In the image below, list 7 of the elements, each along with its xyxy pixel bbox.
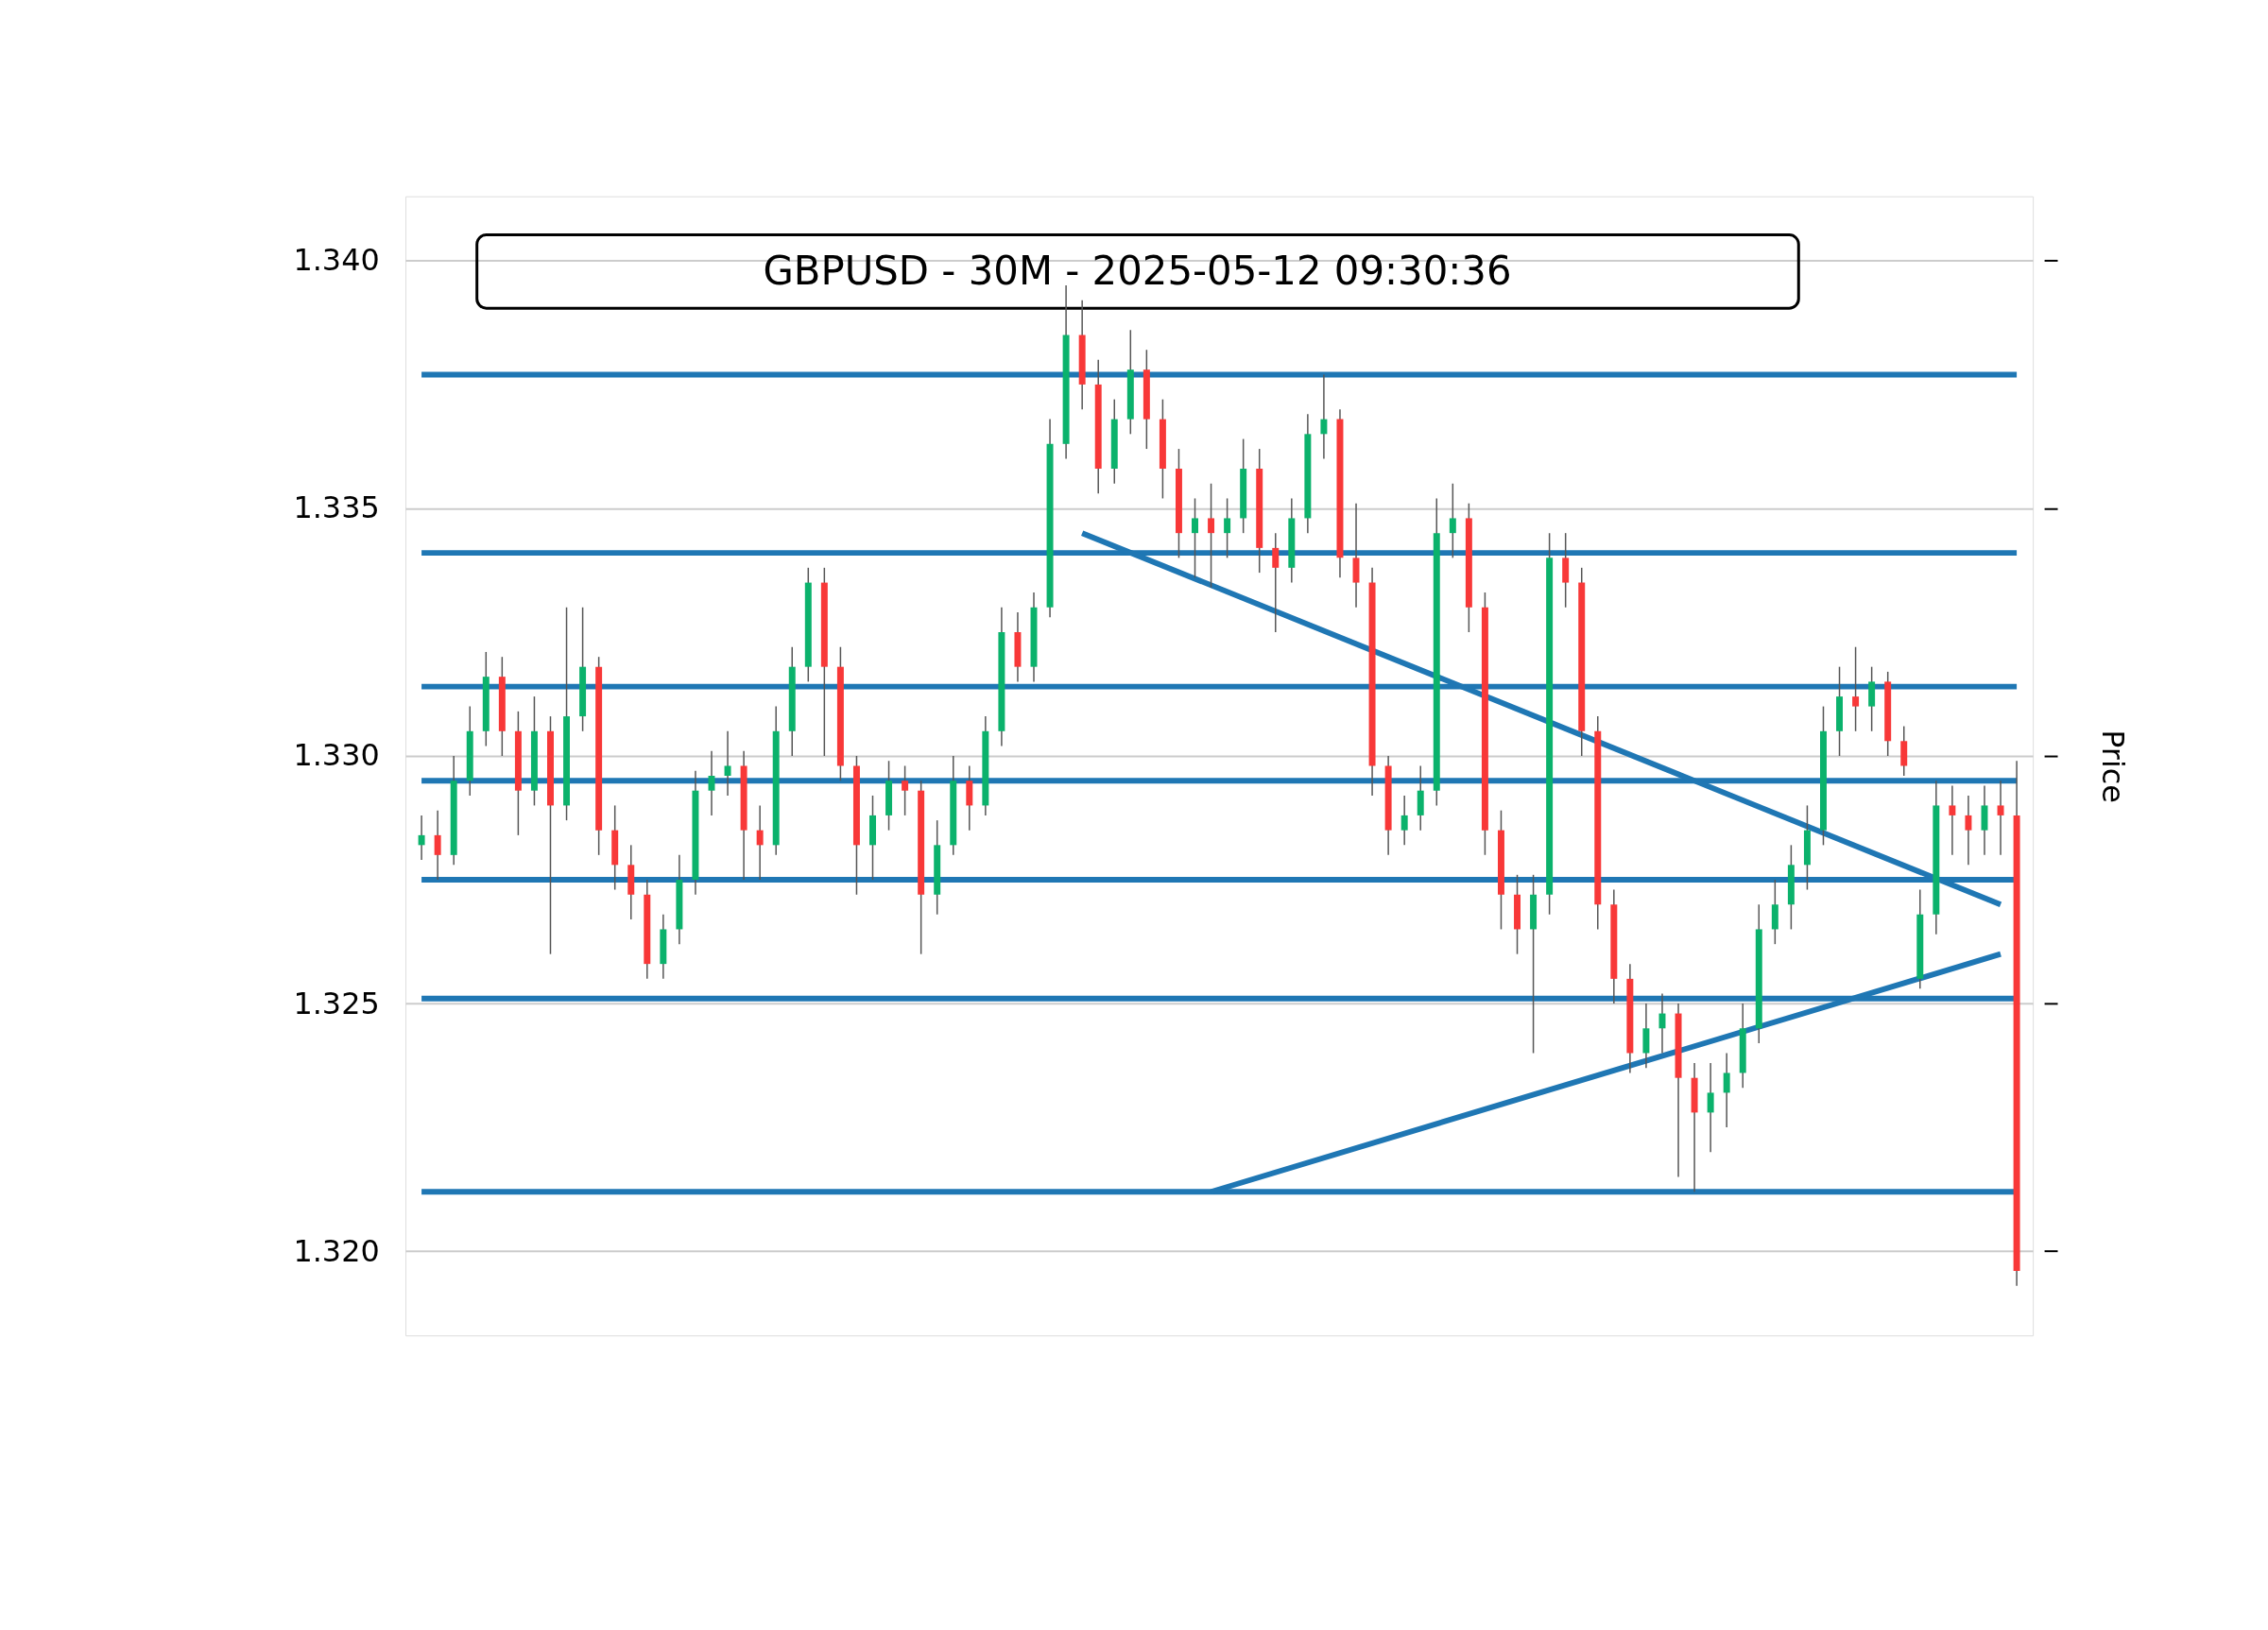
y2-axis-title: Price (2095, 729, 2132, 803)
y-tick-label: 1.340 (293, 242, 380, 279)
y-tick-label: 1.330 (293, 737, 380, 774)
y-tick-label: 1.320 (293, 1232, 380, 1269)
text: GBPUSD - 30M - 2025-05-12 09:30:36 (763, 248, 1512, 295)
y-tick-label: 1.335 (293, 489, 380, 526)
y-tick-label: 1.325 (293, 985, 380, 1021)
